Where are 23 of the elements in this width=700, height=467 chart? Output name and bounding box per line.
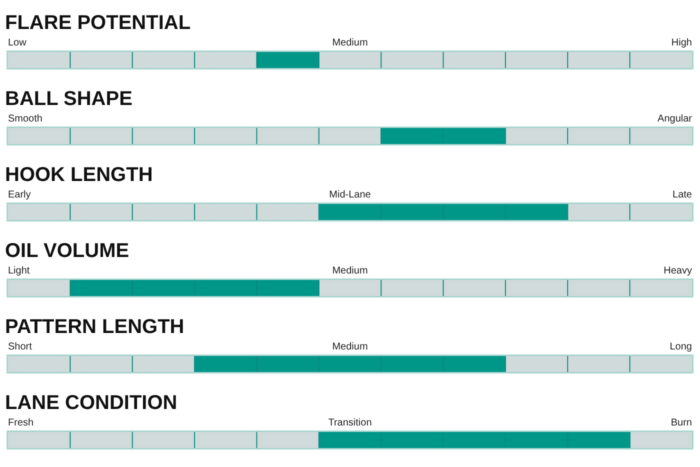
text: Short (8, 342, 32, 352)
text: Light (8, 266, 30, 276)
text: Fresh (8, 418, 34, 428)
text: High (671, 38, 692, 48)
text: Mid-Lane (329, 190, 372, 200)
text: Heavy (664, 266, 692, 276)
text: Medium (332, 342, 368, 352)
text: Angular (658, 114, 693, 124)
chart-title: OIL VOLUME (5, 240, 130, 262)
text: Burn (670, 418, 692, 428)
text: Long (670, 342, 692, 352)
text: Late (672, 190, 692, 200)
chart-title: HOOK LENGTH (5, 164, 153, 186)
text: Medium (332, 38, 368, 48)
text: Medium (332, 266, 368, 276)
text: Low (8, 38, 28, 48)
text: Transition (328, 418, 372, 428)
chart-title: FLARE POTENTIAL (5, 12, 191, 34)
chart-title: BALL SHAPE (5, 88, 132, 110)
chart-title: LANE CONDITION (5, 392, 178, 414)
text: Smooth (8, 114, 42, 124)
text: Early (8, 190, 31, 200)
chart-title: PATTERN LENGTH (5, 316, 184, 338)
